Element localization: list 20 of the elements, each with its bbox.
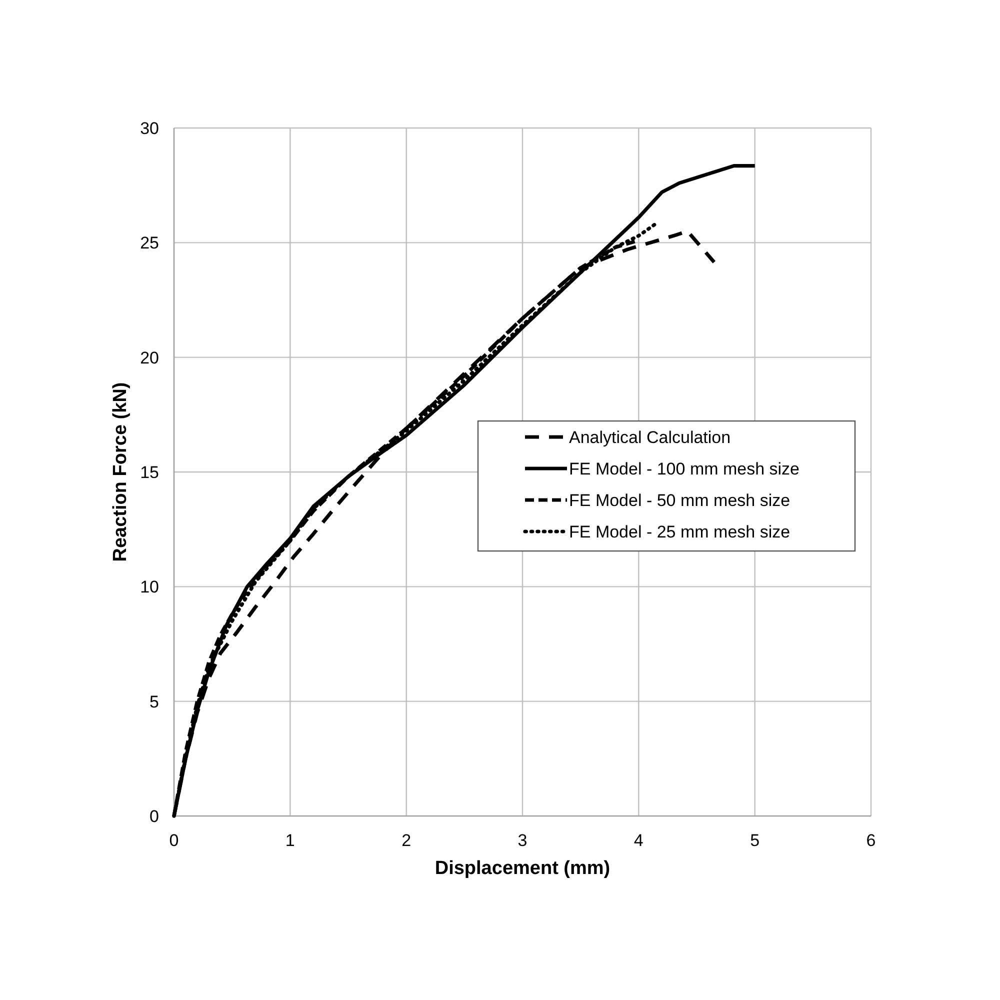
y-tick-label: 15	[140, 462, 159, 482]
y-tick-label: 20	[140, 348, 159, 368]
y-tick-label: 30	[140, 118, 159, 138]
y-axis-title: Reaction Force (kN)	[110, 382, 131, 562]
x-tick-label: 1	[285, 831, 295, 850]
x-tick-label: 5	[750, 831, 760, 850]
x-tick-label: 3	[518, 831, 528, 850]
x-tick-label: 6	[866, 831, 876, 850]
legend-label: FE Model - 25 mm mesh size	[569, 522, 790, 542]
x-tick-label: 2	[402, 831, 412, 850]
y-tick-label: 5	[150, 692, 159, 712]
y-tick-label: 25	[140, 234, 159, 253]
x-tick-label: 4	[634, 831, 644, 850]
y-tick-label: 0	[150, 806, 159, 826]
y-tick-label: 10	[140, 578, 159, 597]
legend-label: Analytical Calculation	[569, 428, 731, 447]
legend-label: FE Model - 100 mm mesh size	[569, 459, 800, 478]
legend-label: FE Model - 50 mm mesh size	[569, 490, 790, 510]
x-axis-title: Displacement (mm)	[434, 858, 610, 879]
x-tick-label: 0	[169, 831, 179, 850]
